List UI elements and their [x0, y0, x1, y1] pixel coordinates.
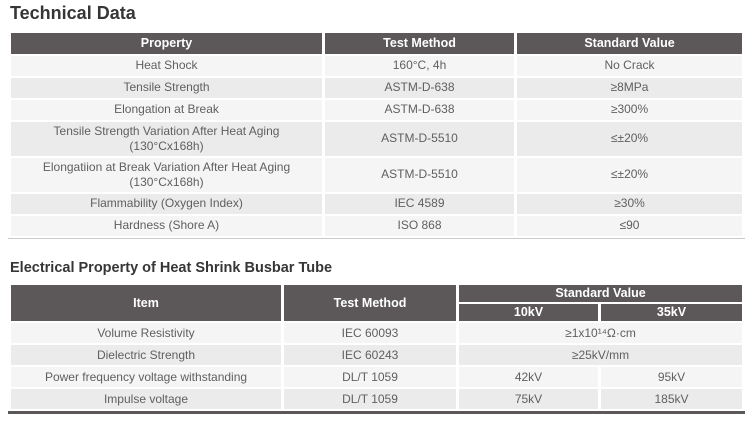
cell-standard-value-span: ≥25kV/mm — [459, 345, 742, 366]
cell-test-method: ISO 868 — [325, 215, 514, 236]
cell-item: Power frequency voltage withstanding — [11, 367, 281, 388]
table-row: Dielectric Strength IEC 60243 ≥25kV/mm — [11, 345, 742, 366]
cell-value-10kv: 75kV — [459, 389, 598, 410]
cell-standard-value: ≥300% — [517, 99, 742, 120]
column-header-test-method: Test Method — [325, 32, 514, 54]
column-header-property: Property — [11, 32, 322, 54]
cell-item: Impulse voltage — [11, 389, 281, 410]
table-row: Elongatiion at Break Variation After Hea… — [11, 157, 742, 192]
cell-test-method: ASTM-D-638 — [325, 99, 514, 120]
table-header-row: Item Test Method Standard Value — [11, 285, 742, 322]
cell-test-method: DL/T 1059 — [284, 367, 456, 388]
table-row: Elongation at Break ASTM-D-638 ≥300% — [11, 99, 742, 120]
table-row: Volume Resistivity IEC 60093 ≥1x10¹⁴Ω·cm — [11, 323, 742, 344]
table-row: Power frequency voltage withstanding DL/… — [11, 367, 742, 388]
table-row: Tensile Strength ASTM-D-638 ≥8MPa — [11, 77, 742, 98]
table-row: Hardness (Shore A) ISO 868 ≤90 — [11, 215, 742, 236]
technical-table-bottom-border — [8, 237, 745, 239]
cell-test-method: ASTM-D-5510 — [325, 157, 514, 192]
cell-property: Heat Shock — [11, 55, 322, 76]
cell-property: Tensile Strength — [11, 77, 322, 98]
cell-value-35kv: 95kV — [601, 367, 742, 388]
cell-standard-value: ≥30% — [517, 193, 742, 214]
cell-test-method: IEC 4589 — [325, 193, 514, 214]
cell-standard-value: ≤±20% — [517, 157, 742, 192]
cell-property: Hardness (Shore A) — [11, 215, 322, 236]
cell-test-method: 160°C, 4h — [325, 55, 514, 76]
page: Technical Data Property Test Method Stan… — [8, 3, 745, 415]
table-row: Tensile Strength Variation After Heat Ag… — [11, 121, 742, 156]
electrical-property-table: Item Test Method Standard Value 10kV 35k… — [8, 283, 745, 411]
column-header-test-method: Test Method — [284, 285, 456, 322]
table-subheader-row: 10kV 35kV — [11, 304, 742, 322]
technical-data-table: Property Test Method Standard Value Heat… — [8, 31, 745, 238]
column-header-35kv: 35kV — [601, 304, 742, 322]
electrical-table-bottom-border — [8, 411, 745, 415]
cell-test-method: ASTM-D-5510 — [325, 121, 514, 156]
table-header-row: Property Test Method Standard Value — [11, 32, 742, 54]
cell-item: Volume Resistivity — [11, 323, 281, 344]
cell-test-method: IEC 60243 — [284, 345, 456, 366]
cell-property: Tensile Strength Variation After Heat Ag… — [11, 121, 322, 156]
column-header-standard-value: Standard Value — [459, 285, 742, 303]
cell-test-method: DL/T 1059 — [284, 389, 456, 410]
cell-property: Flammability (Oxygen Index) — [11, 193, 322, 214]
table-row: Flammability (Oxygen Index) IEC 4589 ≥30… — [11, 193, 742, 214]
table-row: Impulse voltage DL/T 1059 75kV 185kV — [11, 389, 742, 410]
cell-value-35kv: 185kV — [601, 389, 742, 410]
technical-data-title: Technical Data — [10, 3, 136, 23]
cell-standard-value: ≤90 — [517, 215, 742, 236]
cell-standard-value-span: ≥1x10¹⁴Ω·cm — [459, 323, 742, 344]
column-header-10kv: 10kV — [459, 304, 598, 322]
cell-standard-value: ≥8MPa — [517, 77, 742, 98]
cell-test-method: ASTM-D-638 — [325, 77, 514, 98]
cell-standard-value: No Crack — [517, 55, 742, 76]
cell-property: Elongatiion at Break Variation After Hea… — [11, 157, 322, 192]
cell-value-10kv: 42kV — [459, 367, 598, 388]
cell-standard-value: ≤±20% — [517, 121, 742, 156]
cell-test-method: IEC 60093 — [284, 323, 456, 344]
cell-item: Dielectric Strength — [11, 345, 281, 366]
column-header-item: Item — [11, 285, 281, 322]
electrical-property-title: Electrical Property of Heat Shrink Busba… — [10, 259, 333, 276]
cell-property: Elongation at Break — [11, 99, 322, 120]
table-row: Heat Shock 160°C, 4h No Crack — [11, 55, 742, 76]
column-header-standard-value: Standard Value — [517, 32, 742, 54]
